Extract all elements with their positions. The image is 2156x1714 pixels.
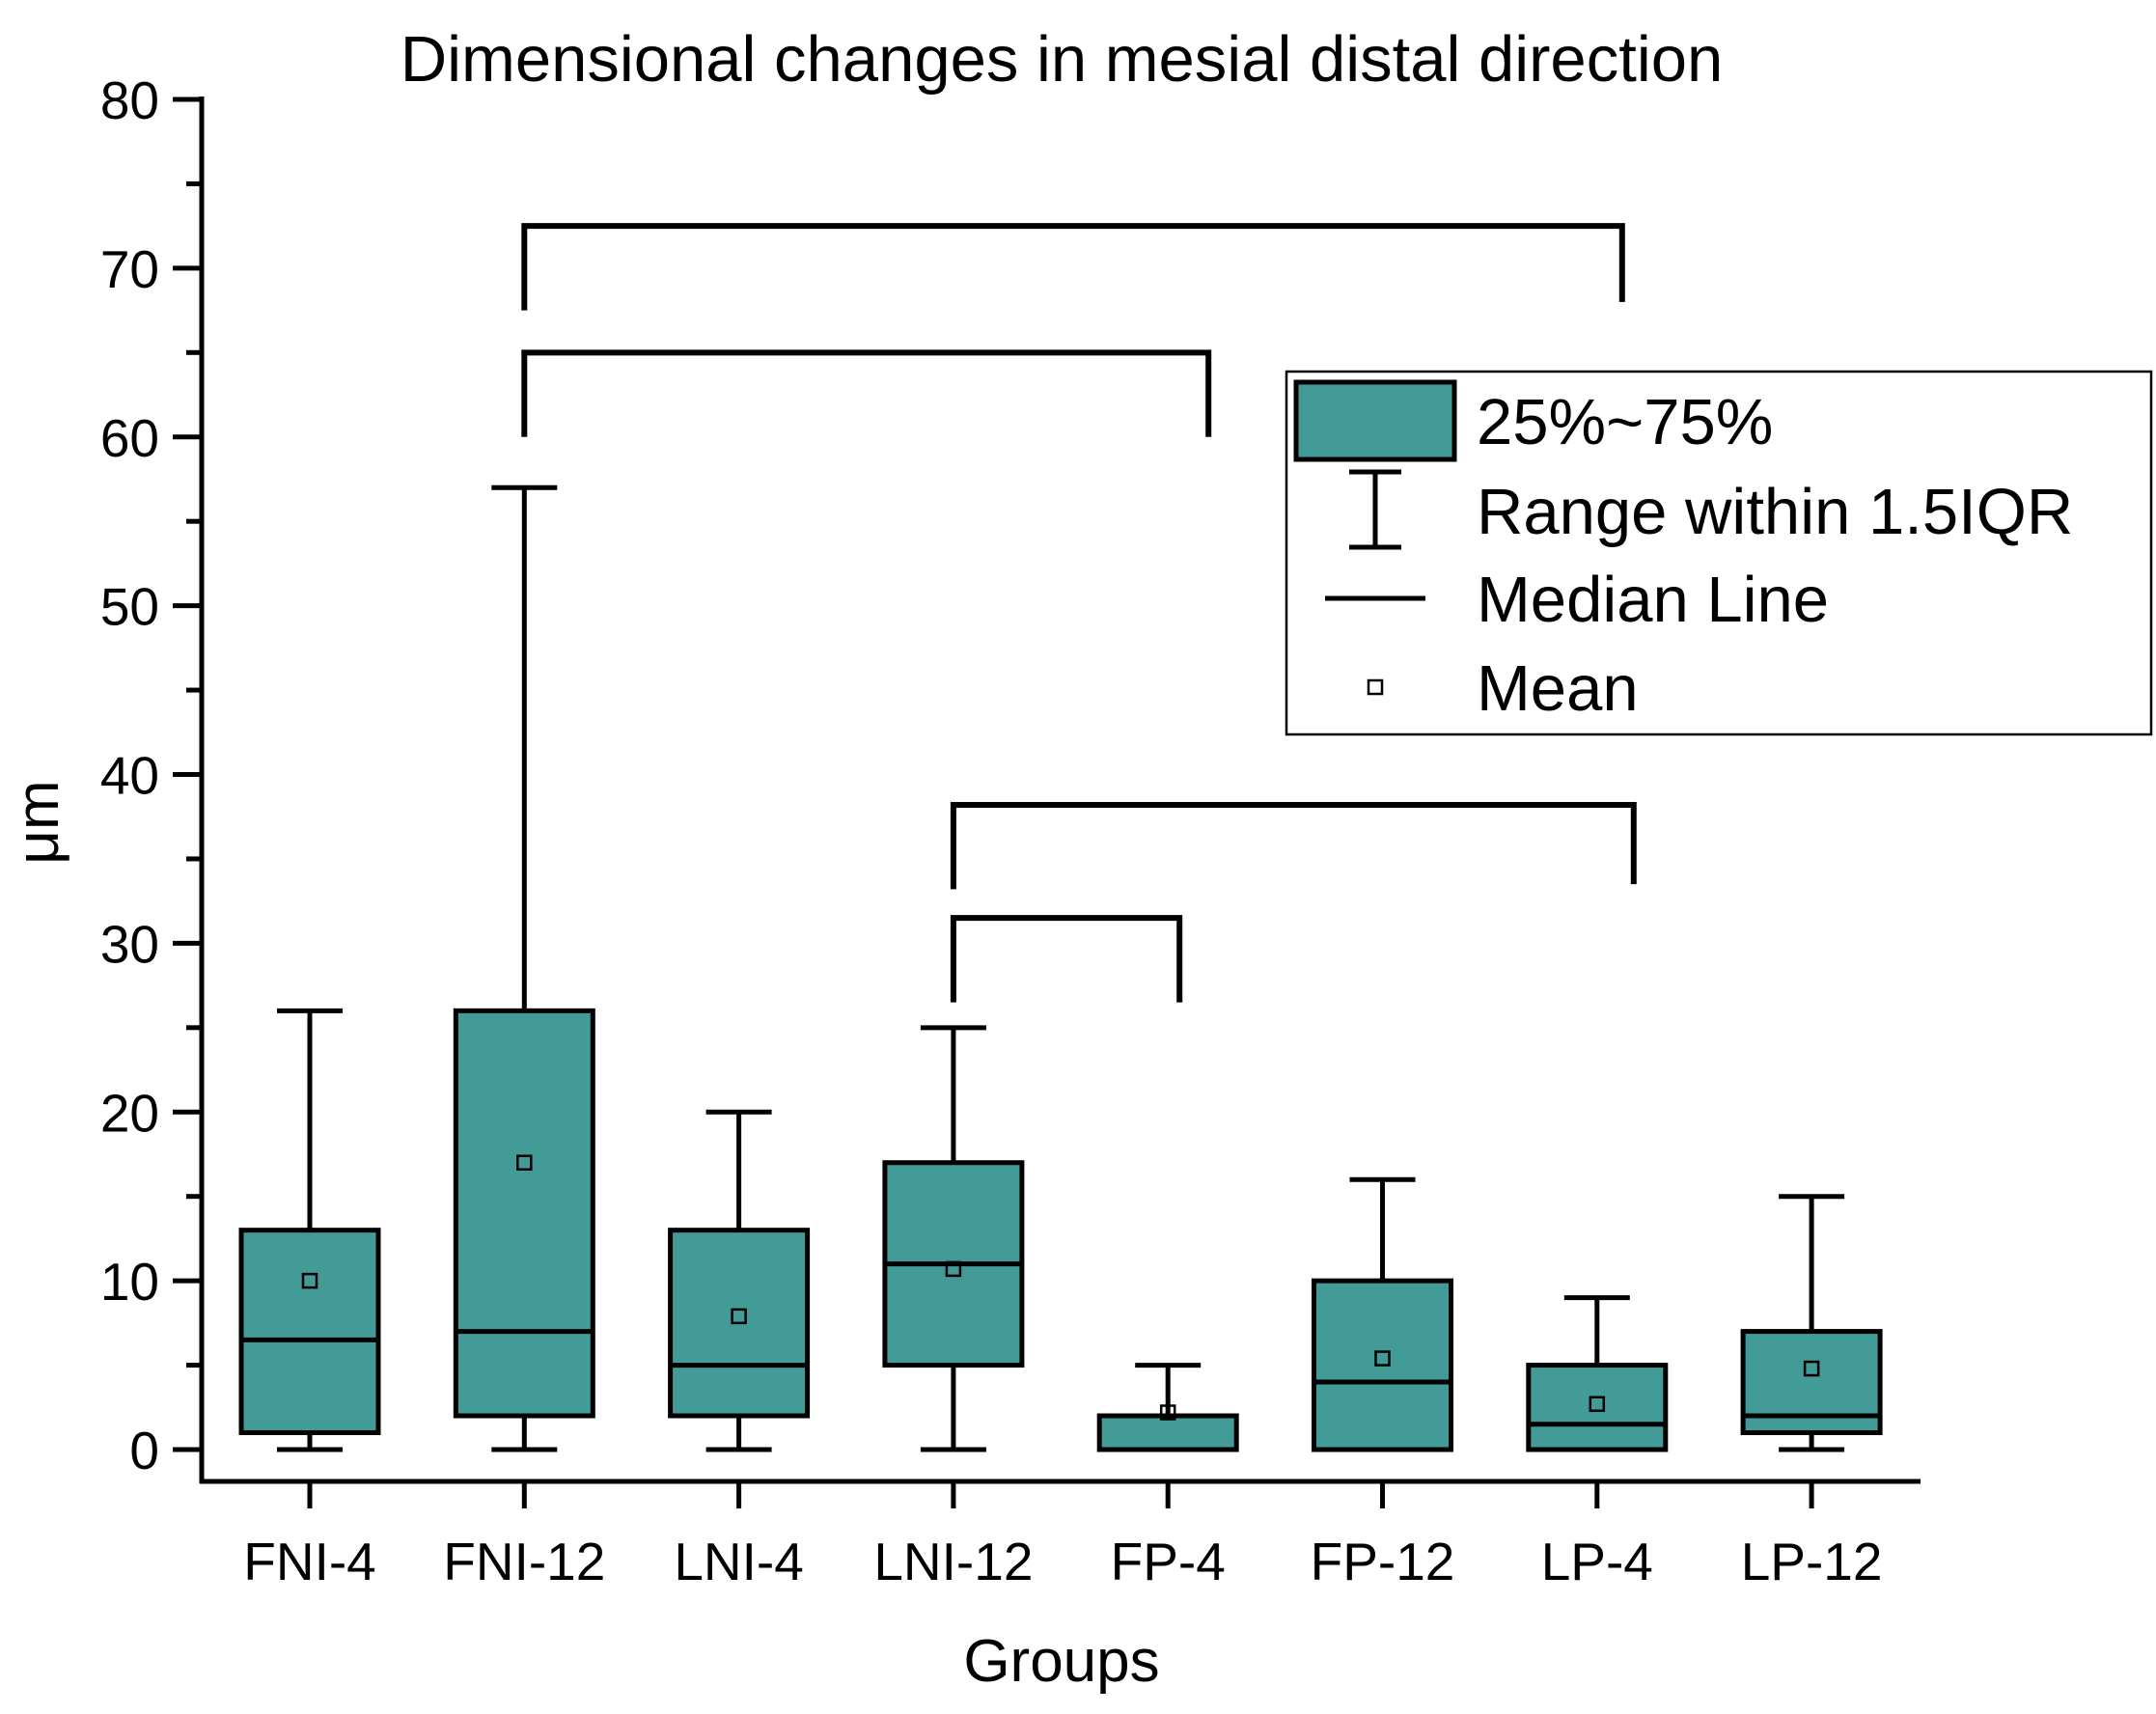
mean-marker: [1803, 1360, 1820, 1377]
box-group: [453, 484, 595, 1452]
legend-label: 25%~75%: [1477, 386, 1773, 458]
chart-title: Dimensional changes in mesial distal dir…: [401, 23, 1723, 96]
legend-label: Median Line: [1477, 564, 1829, 636]
x-tick-label: LNI-12: [873, 1532, 1033, 1591]
significance-bracket: [950, 801, 1637, 890]
significance-brackets: [521, 223, 1637, 1003]
legend-entry: 25%~75%: [1293, 379, 1773, 462]
axes: 0 10 20 30 40 50 60 70 80 FNI-4 FNI-12 LNI-4 LNI-12 F…: [100, 70, 1921, 1591]
x-tick-label: LP-4: [1541, 1532, 1653, 1591]
box-group: [1526, 1295, 1669, 1452]
legend-entry: Median Line: [1325, 564, 1829, 636]
y-tick-label: 80: [100, 70, 159, 130]
y-tick-label: 70: [100, 239, 159, 299]
x-axis-title: Groups: [963, 1628, 1159, 1695]
legend-label: Range within 1.5IQR: [1477, 476, 2073, 548]
y-tick-label: 10: [100, 1252, 159, 1312]
box-iqr: [1096, 1413, 1239, 1452]
legend-box-swatch: [1293, 379, 1457, 462]
mean-marker: [301, 1272, 318, 1289]
y-tick-label: 40: [100, 746, 159, 806]
legend-label: Mean: [1477, 652, 1639, 725]
box-group: [1312, 1176, 1453, 1452]
mean-marker: [1374, 1350, 1391, 1367]
mean-marker: [1589, 1396, 1606, 1413]
box-iqr: [1526, 1363, 1669, 1452]
y-tick-label: 50: [100, 577, 159, 637]
box-group: [882, 1025, 1025, 1452]
significance-bracket: [950, 915, 1183, 1003]
legend-entry: Mean: [1367, 652, 1639, 725]
y-axis-title: μm: [5, 780, 71, 864]
y-tick-label: 60: [100, 408, 159, 468]
mean-marker: [731, 1308, 747, 1325]
legend-mean-marker: [1367, 678, 1384, 696]
significance-bracket: [521, 223, 1625, 311]
box-group: [1096, 1363, 1239, 1452]
box-iqr: [238, 1228, 381, 1436]
box-iqr: [453, 1008, 595, 1419]
legend: 25%~75% Range within 1.5IQR Median Line Mea…: [1285, 370, 2153, 736]
x-tick-label: FP-12: [1311, 1532, 1455, 1591]
box-group: [238, 1008, 381, 1452]
x-tick-label: FNI-4: [243, 1532, 376, 1591]
significance-bracket: [521, 349, 1212, 437]
box-group: [1740, 1194, 1883, 1452]
legend-entry: Range within 1.5IQR: [1349, 469, 2073, 550]
y-tick-label: 20: [100, 1083, 159, 1143]
mean-marker: [945, 1260, 962, 1278]
box-plots: [238, 484, 1883, 1452]
y-tick-label: 30: [100, 914, 159, 974]
y-tick-label: 0: [129, 1421, 159, 1480]
mean-marker: [516, 1154, 533, 1171]
box-group: [668, 1109, 811, 1452]
x-tick-label: LP-12: [1741, 1532, 1883, 1591]
x-tick-label: FNI-12: [443, 1532, 605, 1591]
x-tick-label: LNI-4: [674, 1532, 804, 1591]
x-tick-label: FP-4: [1111, 1532, 1226, 1591]
mean-marker: [1159, 1404, 1176, 1421]
